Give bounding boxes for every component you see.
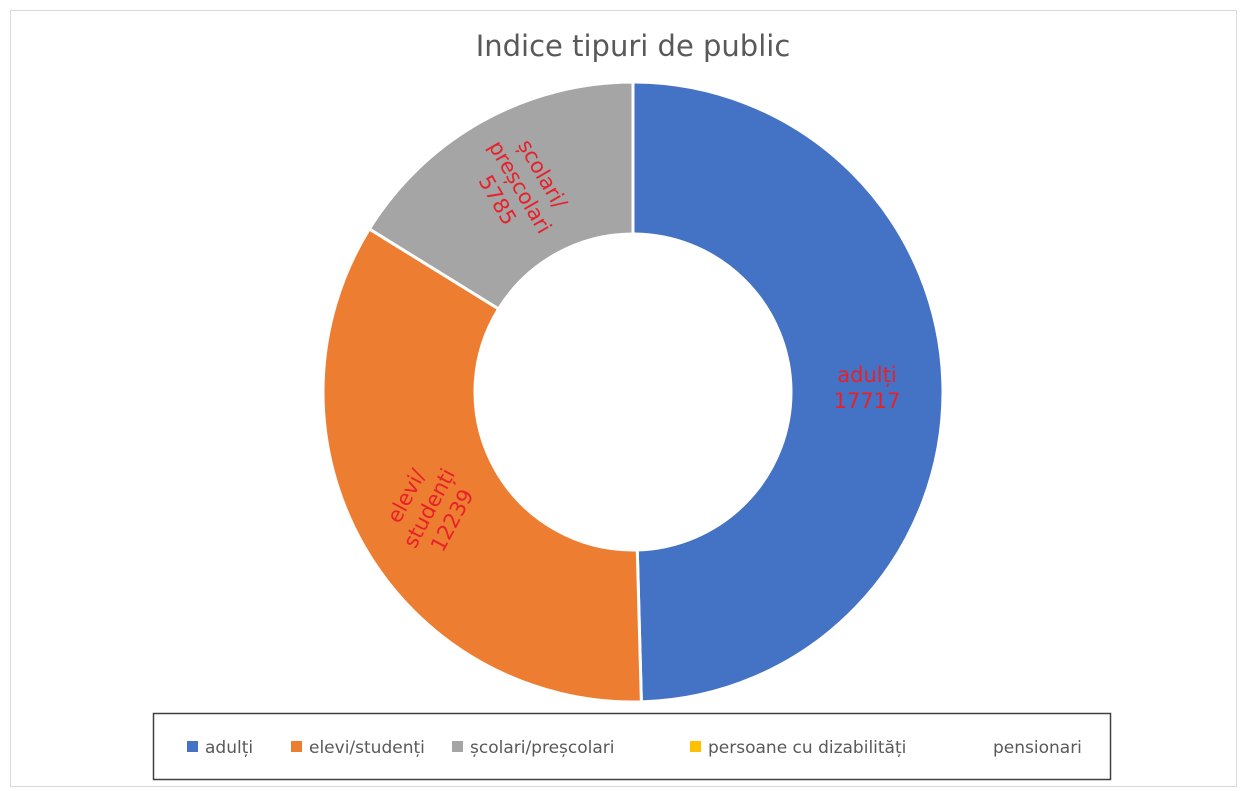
legend-swatch [452,741,463,752]
legend-label: pensionari [993,738,1082,758]
donut-slice [321,226,643,704]
legend-label: persoane cu dizabilități [708,738,906,758]
donut-slice [631,80,945,704]
chart-title: Indice tipuri de public [476,29,791,63]
data-label-category: adulți [837,363,896,387]
legend-swatch [975,741,986,752]
legend-box [152,712,1112,781]
legend-swatch [291,741,302,752]
data-label-text: adulți 17717 [834,363,901,413]
legend-label: școlari/preșcolari [470,738,615,758]
data-label: adulți 17717 [834,363,901,413]
data-label-value: 17717 [834,389,901,413]
legend-swatch [187,741,198,752]
legend-label: elevi/studenți [309,738,425,758]
legend-label: adulți [205,738,253,758]
legend-swatch [690,741,701,752]
donut-slice [367,80,635,311]
